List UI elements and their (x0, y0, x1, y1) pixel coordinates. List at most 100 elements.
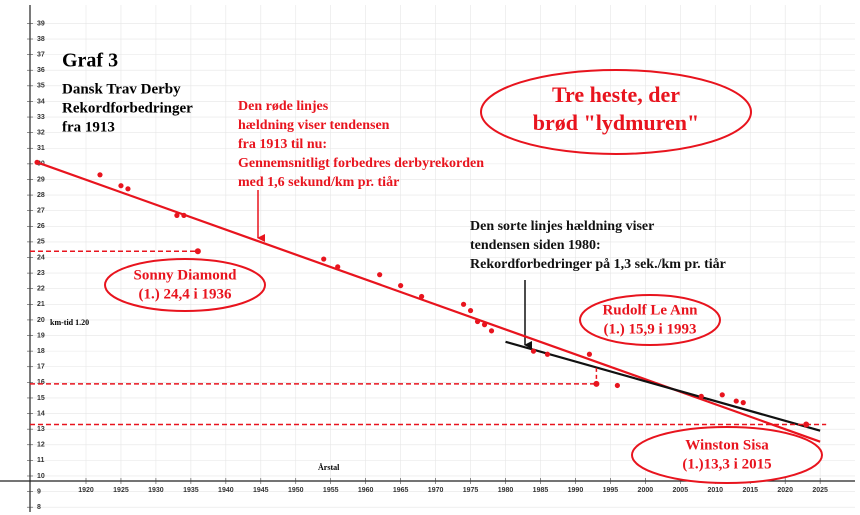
y-tick-label: 28 (37, 192, 45, 199)
x-tick-label: 1935 (183, 487, 199, 494)
y-tick-label: 17 (37, 364, 45, 371)
x-tick-label: 1930 (148, 487, 164, 494)
x-tick-label: 1955 (323, 487, 339, 494)
highlight-point (593, 380, 600, 387)
annotation: Rekordforbedringer på 1,3 sek./km pr. ti… (470, 257, 726, 272)
data-point (181, 212, 187, 218)
subtitle: Dansk Trav Derby (62, 81, 181, 97)
x-tick-label: 1945 (253, 487, 269, 494)
axis-label: Årstal (318, 463, 340, 472)
x-tick-label: 1995 (603, 487, 619, 494)
label-ellipse (579, 294, 721, 346)
x-tick-label: 2025 (812, 487, 828, 494)
x-tick-label: 1940 (218, 487, 234, 494)
data-point (377, 272, 383, 278)
annotation: Den røde linjes (238, 99, 329, 114)
annotation: Den sorte linjes hældning viser (470, 219, 654, 234)
data-point (467, 307, 474, 314)
axis-label: km-tid 1.20 (50, 318, 89, 327)
callout-ellipse (480, 69, 752, 155)
y-tick-label: 21 (37, 301, 45, 308)
y-tick-label: 26 (37, 223, 45, 230)
x-tick-label: 1975 (463, 487, 479, 494)
data-point (118, 183, 124, 189)
subtitle: fra 1913 (62, 119, 115, 135)
x-tick-label: 2000 (638, 487, 654, 494)
x-tick-label: 1990 (568, 487, 584, 494)
y-tick-label: 24 (37, 254, 45, 261)
trend-line (36, 161, 821, 443)
y-tick-label: 10 (37, 473, 45, 480)
x-tick-label: 1925 (113, 487, 129, 494)
annotation: fra 1913 til nu: (238, 137, 327, 152)
data-point (586, 351, 593, 357)
data-point (733, 398, 739, 404)
data-point (174, 212, 180, 218)
x-tick-label: 1970 (428, 487, 444, 494)
y-tick-label: 37 (37, 51, 45, 58)
highlight-label: (1.)13,3 i 2015 (682, 456, 771, 472)
data-point (530, 348, 537, 354)
y-tick-label: 18 (37, 348, 45, 355)
y-tick-label: 9 (37, 488, 41, 495)
annotation: tendensen siden 1980: (470, 238, 601, 253)
data-point (335, 264, 341, 270)
y-tick-label: 22 (37, 286, 45, 293)
x-tick-label: 2015 (742, 487, 758, 494)
callout-text: Tre heste, der (552, 82, 680, 107)
x-tick-label: 2020 (777, 487, 793, 494)
y-tick-label: 31 (37, 145, 45, 152)
y-tick-label: 13 (37, 426, 45, 433)
y-tick-label: 33 (37, 114, 45, 121)
data-point (719, 392, 725, 398)
y-tick-label: 38 (37, 36, 45, 43)
data-point (97, 172, 103, 178)
label-ellipse (631, 426, 823, 484)
y-tick-label: 27 (37, 208, 45, 215)
data-point (460, 301, 467, 307)
highlight-point (803, 421, 810, 428)
highlight-label: Winston Sisa (685, 437, 769, 453)
trend-line (505, 340, 821, 432)
x-tick-label: 1965 (393, 487, 409, 494)
y-tick-label: 39 (37, 20, 45, 27)
highlight-label: (1.) 15,9 i 1993 (604, 321, 697, 337)
data-point (544, 351, 551, 357)
grid (30, 5, 855, 508)
data-point (419, 293, 425, 300)
annotation: hældning viser tendensen (238, 118, 390, 133)
y-tick-label: 19 (37, 332, 45, 339)
data-point (34, 159, 40, 165)
highlight-label: (1.) 24,4 i 1936 (139, 286, 232, 302)
data-point (398, 282, 404, 289)
y-tick-label: 32 (37, 129, 45, 136)
y-tick-label: 36 (37, 67, 45, 74)
annotation: Gennemsnitligt forbedres derbyrekorden (238, 156, 484, 171)
data-point (698, 393, 704, 399)
data-point (481, 322, 488, 328)
highlight-point (194, 248, 201, 255)
highlight-label: Rudolf Le Ann (602, 302, 698, 318)
data-point (321, 256, 327, 262)
y-tick-label: 11 (37, 457, 45, 464)
chart-title: Graf 3 (62, 50, 118, 72)
y-tick-label: 20 (37, 317, 45, 324)
y-tick-label: 14 (37, 410, 45, 417)
data-point (614, 382, 620, 389)
callout-text: brød "lydmuren" (533, 110, 699, 135)
label-ellipse (104, 258, 266, 312)
y-tick-label: 8 (37, 504, 41, 511)
annotation: med 1,6 sekund/km pr. tiår (238, 175, 399, 190)
subtitle: Rekordforbedringer (62, 100, 193, 116)
y-tick-label: 23 (37, 270, 45, 277)
x-tick-label: 1920 (78, 487, 94, 494)
y-tick-label: 35 (37, 83, 45, 90)
x-tick-label: 1985 (533, 487, 549, 494)
data-point (125, 186, 131, 192)
x-tick-label: 1960 (358, 487, 374, 494)
y-tick-label: 34 (37, 98, 45, 105)
y-tick-label: 12 (37, 442, 45, 449)
x-tick-label: 2010 (707, 487, 723, 494)
highlight-label: Sonny Diamond (134, 267, 238, 283)
